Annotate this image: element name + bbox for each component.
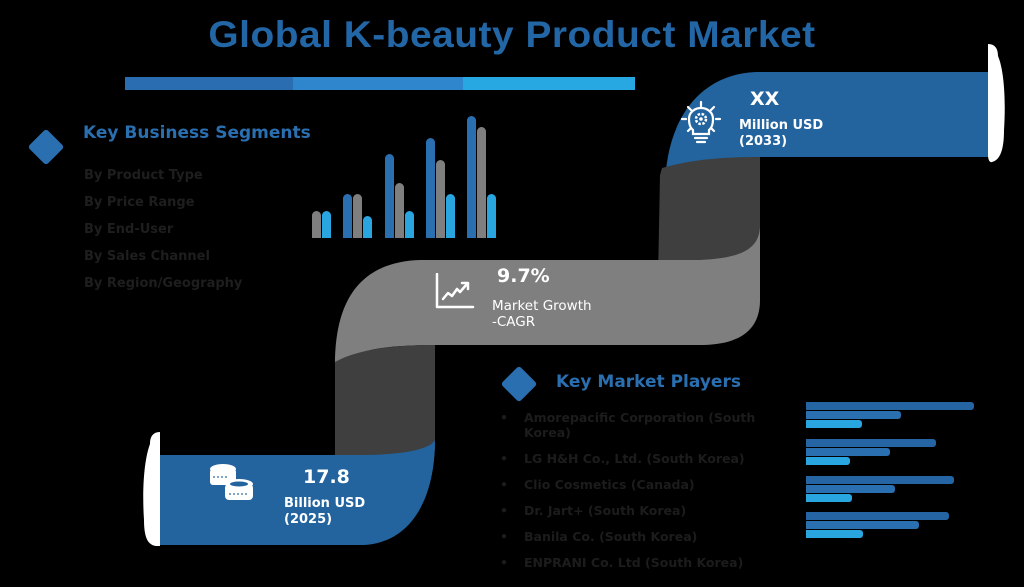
- decor-bar-light: [363, 216, 372, 238]
- decor-bar-gray: [395, 183, 404, 238]
- player-name: LG H&H Co., Ltd. (South Korea): [524, 451, 745, 466]
- player-item: • LG H&H Co., Ltd. (South Korea): [500, 451, 790, 466]
- forecast-value: XX: [750, 88, 780, 110]
- decor-bar-light: [487, 194, 496, 238]
- segment-item: By Region/Geography: [84, 276, 243, 291]
- segment-item: By Product Type: [84, 168, 203, 183]
- decor-hbar-short: [806, 420, 862, 428]
- decor-hbar-long: [806, 476, 954, 484]
- title-bar-segment-1: [125, 77, 293, 90]
- segment-item: By End-User: [84, 222, 174, 237]
- player-name: Clio Cosmetics (Canada): [524, 477, 695, 492]
- title-bar-segment-3: [463, 77, 635, 90]
- title-underline-bar: [125, 77, 635, 90]
- decor-hbar-short: [806, 494, 852, 502]
- players-list: • Amorepacific Corporation (South Korea)…: [500, 410, 790, 581]
- cagr-value: 9.7%: [497, 265, 550, 287]
- segments-heading: Key Business Segments: [83, 123, 311, 143]
- middle-gray-band: [335, 225, 760, 370]
- current-unit: Billion USD: [284, 496, 366, 511]
- decor-vertical-bar-chart: [305, 110, 505, 238]
- decor-hbar-long: [806, 402, 974, 410]
- decor-bar-light: [322, 211, 331, 238]
- forecast-year: (2033): [739, 134, 788, 149]
- bottom-blue-band: [158, 440, 435, 545]
- lower-dark-connector: [335, 345, 435, 458]
- decor-hbar-long: [806, 439, 936, 447]
- decor-hbar-short: [806, 457, 850, 465]
- upper-dark-connector: [658, 157, 760, 280]
- bullet: •: [500, 410, 508, 425]
- forecast-unit: Million USD: [739, 118, 824, 133]
- decor-bar-blue: [343, 194, 352, 238]
- decor-bar-light: [446, 194, 455, 238]
- decor-bar-blue: [385, 154, 394, 238]
- decor-hbar-mid: [806, 411, 901, 419]
- decor-hbar-mid: [806, 521, 919, 529]
- current-year: (2025): [284, 512, 333, 527]
- segment-item: By Price Range: [84, 195, 195, 210]
- segment-item: By Sales Channel: [84, 249, 210, 264]
- player-item: • Clio Cosmetics (Canada): [500, 477, 790, 492]
- decor-bar-gray: [436, 160, 445, 238]
- bullet: •: [500, 451, 508, 466]
- player-name: Banila Co. (South Korea): [524, 529, 698, 544]
- page-title: Global K-beauty Product Market: [208, 14, 816, 55]
- coins-icon: [210, 464, 253, 500]
- decor-bar-blue: [426, 138, 435, 238]
- decor-hbar-short: [806, 530, 863, 538]
- decor-horizontal-bar-chart: [806, 402, 986, 542]
- player-name: ENPRANI Co. Ltd (South Korea): [524, 555, 744, 570]
- cagr-label-line1: Market Growth: [492, 298, 592, 314]
- title-bar-segment-2: [293, 77, 463, 90]
- cagr-label-line2: -CAGR: [492, 314, 536, 330]
- decor-bar-gray: [477, 127, 486, 238]
- bullet: •: [500, 529, 508, 544]
- bullet: •: [500, 555, 508, 570]
- bullet: •: [500, 477, 508, 492]
- player-item: • ENPRANI Co. Ltd (South Korea): [500, 555, 790, 570]
- decor-bar-gray: [312, 211, 321, 238]
- segments-list: By Product Type By Price Range By End-Us…: [84, 167, 242, 302]
- lightbulb-gear-icon: [680, 100, 722, 144]
- current-value: 17.8: [303, 466, 350, 488]
- top-right-curl: [988, 44, 1005, 163]
- decor-bar-light: [405, 211, 414, 238]
- decor-hbar-long: [806, 512, 949, 520]
- decor-bar-blue: [467, 116, 476, 238]
- decor-hbar-mid: [806, 485, 895, 493]
- players-heading: Key Market Players: [556, 372, 741, 392]
- bullet: •: [500, 503, 508, 518]
- player-name: Amorepacific Corporation (South Korea): [524, 410, 756, 440]
- bottom-left-curl: [143, 432, 160, 546]
- decor-bar-gray: [353, 194, 362, 238]
- player-item: • Dr. Jart+ (South Korea): [500, 503, 790, 518]
- growth-chart-icon: [435, 273, 475, 309]
- decor-hbar-mid: [806, 448, 890, 456]
- player-name: Dr. Jart+ (South Korea): [524, 503, 687, 518]
- player-item: • Banila Co. (South Korea): [500, 529, 790, 544]
- player-item: • Amorepacific Corporation (South Korea): [500, 410, 790, 440]
